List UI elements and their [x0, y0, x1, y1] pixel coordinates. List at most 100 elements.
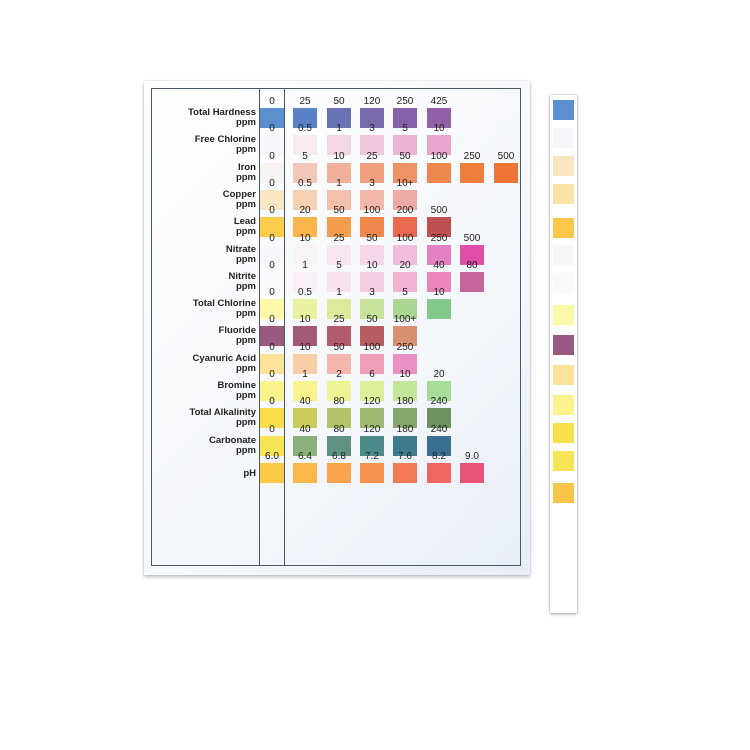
row-label: Total Alkalinity ppm: [150, 408, 256, 428]
color-swatch: [393, 381, 417, 401]
color-swatch: [494, 163, 518, 183]
scale-value: 50: [399, 151, 411, 162]
parameter-name: Cyanuric Acid: [192, 353, 256, 364]
color-swatch: [360, 408, 384, 428]
scale-value: 0.5: [298, 178, 312, 189]
row-label: Nitrate ppm: [150, 245, 256, 265]
strip-pad: [553, 335, 574, 355]
scale-value: 10: [433, 123, 445, 134]
color-swatch: [260, 299, 284, 319]
scale-value: 6.0: [265, 451, 279, 462]
parameter-name: pH: [243, 468, 256, 479]
parameter-unit: ppm: [235, 363, 256, 374]
parameter-name: Copper: [222, 189, 256, 200]
color-swatch: [393, 272, 417, 292]
color-swatch: [327, 245, 351, 265]
color-swatch: [260, 381, 284, 401]
scale-value: 0: [269, 396, 275, 407]
color-swatch: [393, 163, 417, 183]
scale-value: 500: [430, 205, 448, 216]
parameter-unit: ppm: [235, 335, 256, 346]
scale-value: 50: [366, 233, 378, 244]
scale-value: 10: [399, 369, 411, 380]
test-strip: [550, 95, 577, 613]
color-swatch: [427, 463, 451, 483]
parameter-name: Lead: [233, 216, 256, 227]
row-label: Total Hardness ppm: [150, 108, 256, 128]
scale-value: 100: [363, 205, 381, 216]
strip-pad: [553, 156, 574, 176]
scale-value: 80: [466, 260, 478, 271]
strip-pad: [553, 305, 574, 325]
color-swatch: [327, 190, 351, 210]
row-label: Copper ppm: [150, 190, 256, 210]
color-swatch: [360, 245, 384, 265]
color-swatch: [393, 245, 417, 265]
scale-value: 200: [396, 205, 414, 216]
color-swatch: [327, 436, 351, 456]
strip-pad: [553, 423, 574, 443]
color-swatch: [293, 217, 317, 237]
scale-value: 180: [396, 424, 414, 435]
color-swatch: [427, 163, 451, 183]
scale-value: 0: [269, 123, 275, 134]
color-swatch: [293, 436, 317, 456]
color-swatch: [260, 326, 284, 346]
scale-value: 40: [299, 396, 311, 407]
color-swatch: [427, 408, 451, 428]
scale-value: 100: [363, 342, 381, 353]
color-swatch: [260, 272, 284, 292]
scale-value: 0: [269, 260, 275, 271]
color-swatch: [260, 108, 284, 128]
parameter-name: Bromine: [217, 380, 256, 391]
color-swatch: [427, 245, 451, 265]
color-swatch: [293, 463, 317, 483]
parameter-name: Carbonate: [209, 435, 256, 446]
strip-pad: [553, 100, 574, 120]
color-swatch: [260, 190, 284, 210]
color-swatch: [393, 108, 417, 128]
color-swatch: [393, 354, 417, 374]
color-swatch: [260, 217, 284, 237]
color-swatch: [293, 299, 317, 319]
color-swatch: [360, 108, 384, 128]
strip-pad: [553, 218, 574, 238]
scale-value: 0.5: [298, 287, 312, 298]
strip-pad: [553, 451, 574, 471]
scale-value: 180: [396, 396, 414, 407]
scale-value: 250: [463, 151, 481, 162]
scale-value: 425: [430, 96, 448, 107]
parameter-name: Free Chlorine: [194, 134, 256, 145]
row-label: Total Chlorine ppm: [150, 299, 256, 319]
color-swatch: [427, 135, 451, 155]
scale-value: 80: [333, 424, 345, 435]
strip-pad: [553, 483, 574, 503]
color-swatch: [427, 381, 451, 401]
row-label: Bromine ppm: [150, 381, 256, 401]
scale-value: 5: [402, 123, 408, 134]
color-swatch: [293, 381, 317, 401]
scale-value: 10: [333, 151, 345, 162]
scale-value: 10: [299, 342, 311, 353]
color-swatch: [327, 381, 351, 401]
color-swatch: [360, 326, 384, 346]
scale-value: 50: [366, 314, 378, 325]
parameter-unit: ppm: [235, 172, 256, 183]
scale-value: 6.8: [332, 451, 346, 462]
color-swatch: [427, 436, 451, 456]
color-swatch: [360, 217, 384, 237]
scale-value: 1: [336, 287, 342, 298]
color-swatch: [460, 245, 484, 265]
row-label: Nitrite ppm: [150, 272, 256, 292]
row-label: Cyanuric Acid ppm: [150, 354, 256, 374]
row-label: Lead ppm: [150, 217, 256, 237]
scale-value: 40: [299, 424, 311, 435]
color-swatch: [327, 272, 351, 292]
color-swatch: [427, 272, 451, 292]
row-label: Fluoride ppm: [150, 326, 256, 346]
parameter-name: Fluoride: [218, 325, 256, 336]
parameter-unit: ppm: [235, 226, 256, 237]
color-swatch: [427, 217, 451, 237]
scale-value: 10: [433, 287, 445, 298]
color-swatch: [293, 272, 317, 292]
